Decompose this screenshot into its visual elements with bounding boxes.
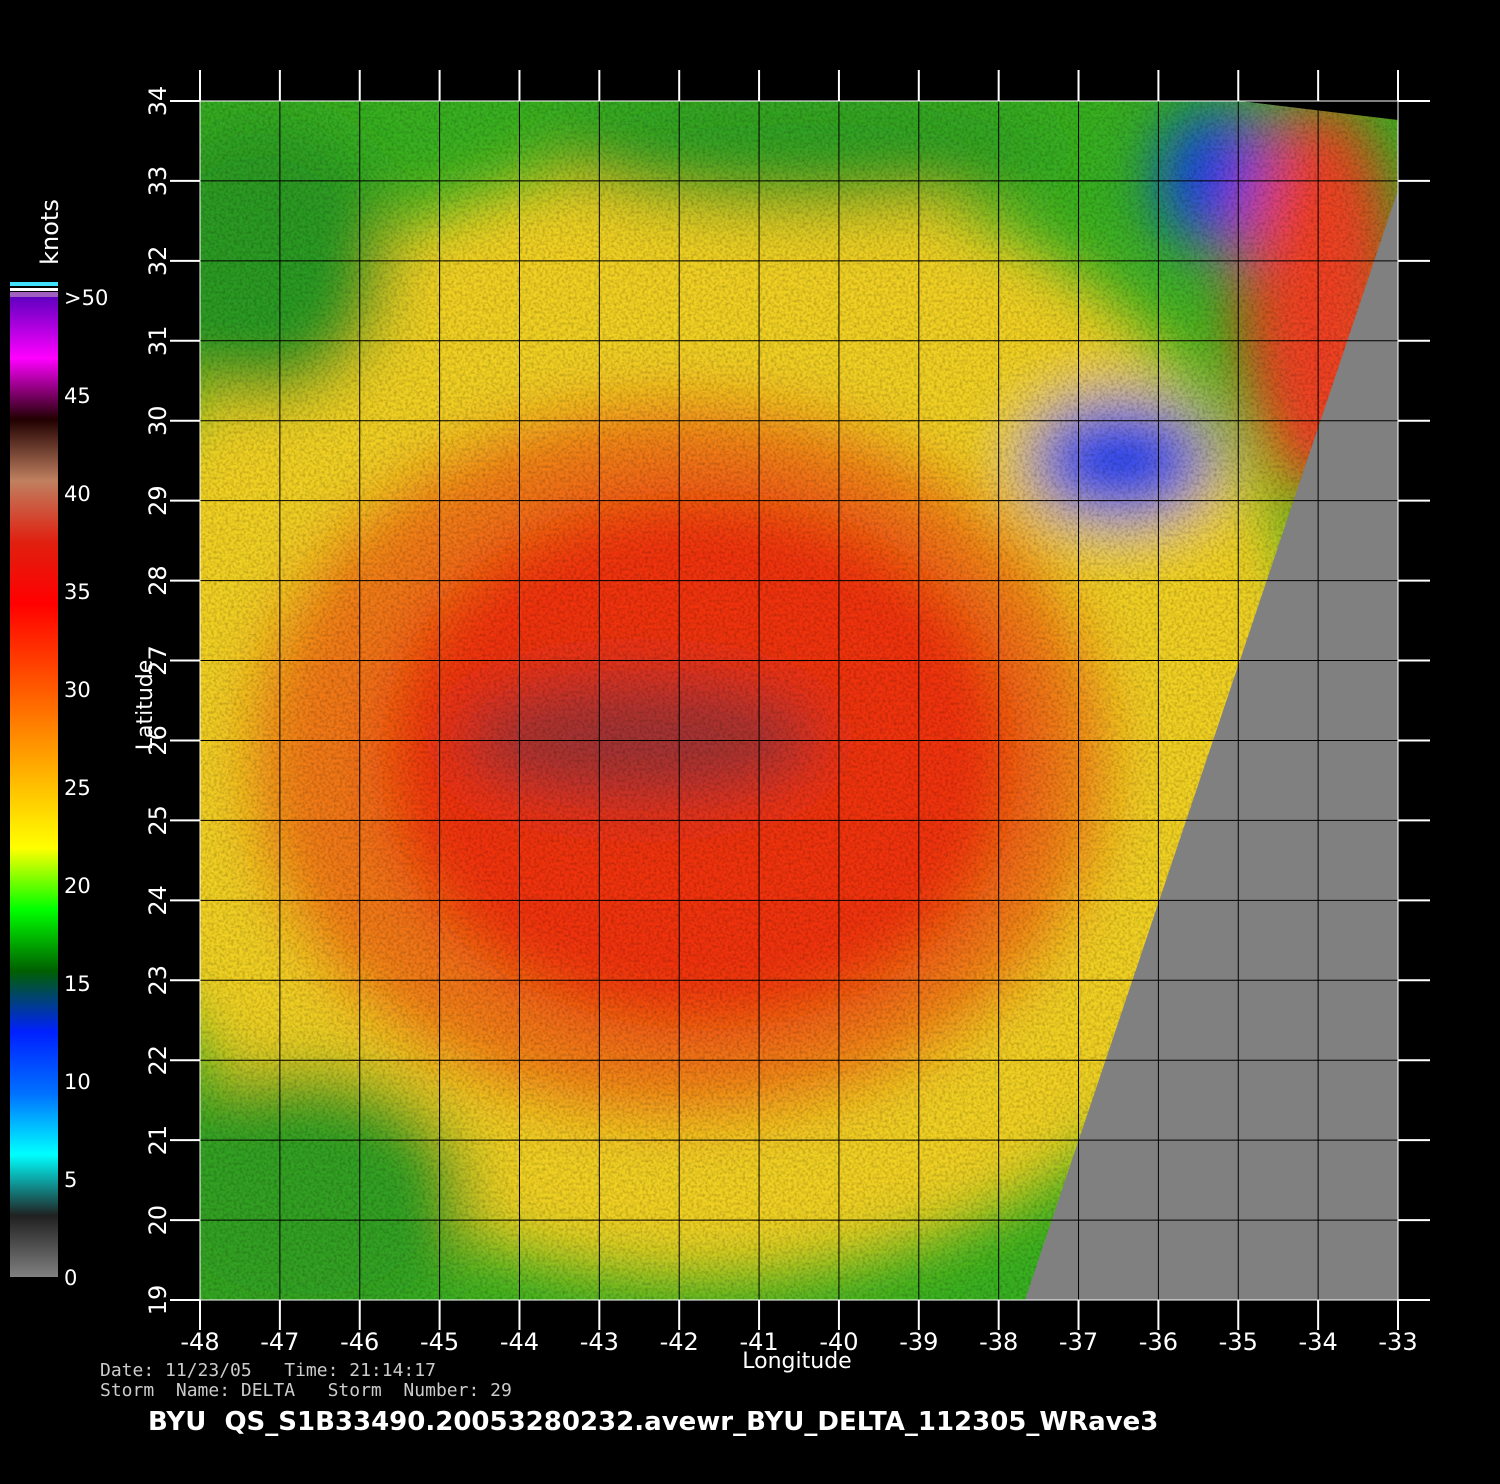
plot-frame: [199, 100, 1399, 1301]
y-tick-label: 33: [144, 166, 172, 197]
x-tick-label: -36: [1139, 1328, 1178, 1356]
colorbar-cap: [10, 292, 58, 297]
y-tick-label: 26: [144, 725, 172, 756]
footer-title: BYU QS_S1B33490.20053280232.avewr_BYU_DE…: [148, 1407, 1158, 1437]
x-tick-label: -34: [1299, 1328, 1338, 1356]
x-tick-label: -46: [340, 1328, 379, 1356]
colorbar-tick-label: 45: [64, 384, 91, 408]
y-tick-label: 24: [144, 885, 172, 916]
colorbar-cap: [10, 288, 58, 291]
y-tick-label: 28: [144, 565, 172, 596]
y-tick-label: 31: [144, 326, 172, 357]
x-tick-label: -35: [1219, 1328, 1258, 1356]
y-tick-label: 34: [144, 86, 172, 117]
x-tick-label: -40: [819, 1328, 858, 1356]
y-tick-label: 30: [144, 405, 172, 436]
colorbar-tick-label: 35: [64, 580, 91, 604]
colorbar: 0 5 10 15 20 25 30 35 40 45 >50: [10, 282, 108, 1290]
colorbar-tick-label: 20: [64, 874, 91, 898]
colorbar-tick-label: >50: [64, 286, 108, 310]
storm-line: Storm Name: DELTA Storm Number: 29: [100, 1380, 512, 1401]
x-tick-label: -44: [500, 1328, 539, 1356]
colorbar-tick-label: 25: [64, 776, 91, 800]
y-tick-label: 25: [144, 805, 172, 836]
x-tick-label: -48: [180, 1328, 219, 1356]
y-tick-label: 21: [144, 1125, 172, 1156]
x-tick-label: -33: [1378, 1328, 1417, 1356]
wind-field: [200, 101, 1398, 1300]
x-tick-label: -39: [899, 1328, 938, 1356]
x-tick-label: -41: [739, 1328, 778, 1356]
x-tick-label: -42: [660, 1328, 699, 1356]
y-tick-label: 29: [144, 485, 172, 516]
x-tick-label: -45: [420, 1328, 459, 1356]
colorbar-tick-label: 5: [64, 1168, 77, 1192]
x-tick-label: -47: [260, 1328, 299, 1356]
colorbar-ramp: [10, 297, 58, 1277]
colorbar-tick-label: 0: [64, 1266, 77, 1290]
colorbar-unit: knots: [36, 199, 64, 265]
colorbar-tick-label: 30: [64, 678, 91, 702]
colorbar-tick-label: 10: [64, 1070, 91, 1094]
y-tick-label: 20: [144, 1205, 172, 1236]
x-tick-label: -43: [580, 1328, 619, 1356]
x-tick-label: -37: [1059, 1328, 1098, 1356]
x-tick-label: -38: [979, 1328, 1018, 1356]
y-tick-label: 19: [144, 1285, 172, 1316]
axes: -48 -47 -46 -45 -44 -43 -42 -41 -40 -39 -38 -37 -36 -…: [144, 70, 1430, 1356]
y-axis-label: Latitude: [133, 660, 158, 751]
colorbar-tick-label: 40: [64, 482, 91, 506]
date-line: Date: 11/23/05 Time: 21:14:17: [100, 1360, 436, 1381]
y-tick-label: 22: [144, 1045, 172, 1076]
y-tick-label: 32: [144, 246, 172, 277]
x-axis-label: Longitude: [742, 1349, 851, 1374]
colorbar-tick-label: 15: [64, 972, 91, 996]
y-tick-label: 23: [144, 965, 172, 996]
colorbar-cap: [10, 282, 58, 286]
y-tick-label: 27: [144, 645, 172, 676]
